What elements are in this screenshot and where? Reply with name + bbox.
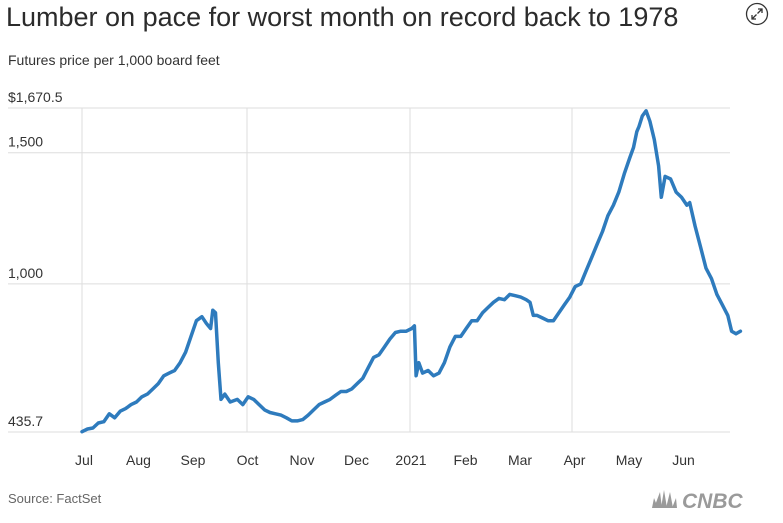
- x-tick-label: Feb: [453, 452, 477, 468]
- x-tick-label: Mar: [508, 452, 532, 468]
- line-chart: $1,670.5 1,500 1,000 435.7 Jul Aug Sep Oct Nov D…: [8, 89, 743, 468]
- y-tick-label: $1,670.5: [8, 89, 63, 105]
- x-tick-label: May: [616, 452, 642, 468]
- cnbc-peacock-icon: CNBC: [652, 490, 743, 512]
- chart-title: Lumber on pace for worst month on record…: [6, 2, 679, 32]
- x-axis-ticks: Jul Aug Sep Oct Nov Dec 2021 Feb Mar Apr May Jun: [75, 452, 695, 468]
- x-tick-label: Sep: [181, 452, 206, 468]
- x-tick-label: Oct: [237, 452, 259, 468]
- x-tick-label: Dec: [344, 452, 369, 468]
- gridlines: [8, 107, 730, 433]
- series-line-lumber-price: [80, 109, 743, 434]
- chart-subtitle: Futures price per 1,000 board feet: [8, 52, 220, 68]
- x-tick-label: Jul: [75, 452, 93, 468]
- y-axis-ticks: $1,670.5 1,500 1,000 435.7: [8, 89, 63, 429]
- x-tick-label: Jun: [672, 452, 695, 468]
- y-tick-label: 1,500: [8, 134, 43, 150]
- x-tick-label: Apr: [564, 452, 586, 468]
- source-note: Source: FactSet: [8, 491, 102, 506]
- y-tick-label: 1,000: [8, 265, 43, 281]
- x-tick-label: Nov: [290, 452, 315, 468]
- expand-arrows-icon[interactable]: [745, 2, 769, 26]
- cnbc-logo-text: CNBC: [682, 490, 743, 512]
- x-tick-label: Aug: [126, 452, 151, 468]
- x-tick-label: 2021: [395, 452, 426, 468]
- y-tick-label: 435.7: [8, 413, 43, 429]
